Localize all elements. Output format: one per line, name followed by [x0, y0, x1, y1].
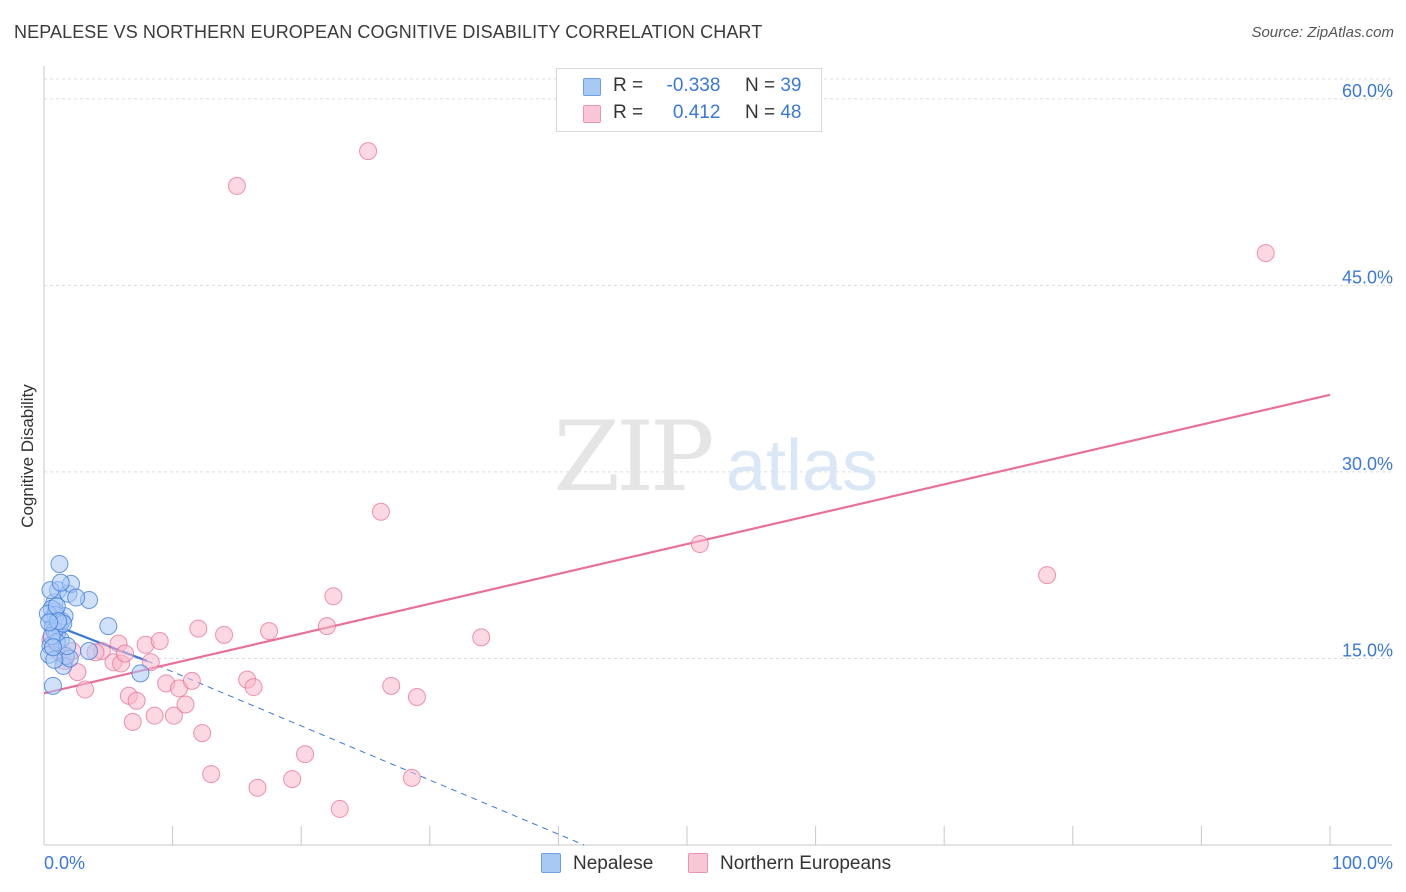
chart-title: NEPALESE VS NORTHERN EUROPEAN COGNITIVE …	[14, 22, 763, 42]
data-point	[150, 632, 169, 651]
data-point	[76, 680, 95, 699]
trend-line-extrapolated	[146, 660, 585, 846]
data-point	[283, 770, 302, 789]
data-point	[227, 176, 246, 195]
data-point	[80, 642, 99, 661]
data-point	[50, 554, 69, 573]
data-point	[260, 622, 279, 641]
data-point	[127, 691, 146, 710]
data-point	[202, 765, 221, 784]
y-tick-label: 15.0%	[1342, 640, 1393, 660]
legend-r-value-nepalese: -0.338	[666, 75, 721, 96]
data-point	[193, 724, 212, 743]
data-point	[215, 625, 234, 644]
data-point	[44, 676, 63, 695]
watermark-atlas: atlas	[726, 426, 878, 506]
data-point	[176, 695, 195, 714]
data-point	[1256, 244, 1275, 263]
legend-n-label: N =	[744, 75, 776, 96]
data-point	[244, 678, 263, 697]
legend-n-label: N =	[744, 102, 776, 123]
data-point	[1038, 566, 1057, 585]
data-point	[131, 664, 150, 683]
legend-swatch-nepalese	[583, 78, 601, 96]
y-tick-label: 30.0%	[1342, 454, 1393, 474]
data-point	[317, 617, 336, 636]
data-point	[407, 688, 426, 707]
data-point	[382, 676, 401, 695]
data-point	[330, 799, 349, 818]
y-tick-labels: 15.0% 30.0% 45.0% 60.0%	[1342, 81, 1393, 661]
correlation-legend: R = -0.338 N = 39 R = 0.412 N = 48	[556, 68, 822, 132]
x-tick-label: 0.0%	[44, 853, 85, 873]
data-point	[402, 768, 421, 787]
legend-r-value-northern-europeans: 0.412	[672, 102, 721, 123]
data-point	[123, 712, 142, 731]
bottom-legend-swatch-nepalese	[541, 853, 561, 873]
data-points	[38, 142, 1275, 818]
data-point	[182, 671, 201, 690]
data-point	[40, 613, 59, 632]
data-point	[99, 617, 118, 636]
data-point	[141, 653, 160, 672]
axes	[43, 66, 1392, 846]
data-point	[296, 745, 315, 764]
data-point	[371, 502, 390, 521]
data-point	[164, 706, 183, 725]
data-point	[472, 628, 491, 647]
gridlines	[44, 78, 1392, 659]
legend-n-value-nepalese: 39	[780, 75, 802, 96]
data-point	[51, 573, 70, 592]
x-tick-label: 100.0%	[1332, 853, 1393, 873]
bottom-legend-label-northern-europeans: Northern Europeans	[720, 853, 892, 874]
watermark: ZIP atlas	[553, 401, 878, 513]
data-point	[359, 142, 378, 161]
x-tick-labels: 0.0% 100.0%	[44, 853, 1393, 873]
bottom-legend-label-nepalese: Nepalese	[573, 853, 654, 874]
watermark-zip: ZIP	[553, 401, 712, 513]
source-label[interactable]: Source: ZipAtlas.com	[1251, 24, 1394, 41]
data-point	[145, 706, 164, 725]
data-point	[189, 619, 208, 638]
data-point	[47, 597, 66, 616]
data-point	[690, 535, 709, 554]
data-point	[324, 587, 343, 606]
legend-r-label: R =	[613, 102, 644, 123]
trend-line	[43, 393, 1331, 695]
data-point	[67, 588, 86, 607]
data-point	[44, 638, 63, 657]
data-point	[248, 778, 267, 797]
legend-n-value-northern-europeans: 48	[780, 102, 802, 123]
bottom-legend-swatch-northern-europeans	[688, 853, 708, 873]
y-tick-label: 60.0%	[1342, 81, 1393, 101]
legend-r-label: R =	[613, 75, 644, 96]
data-point	[116, 644, 135, 663]
y-tick-label: 45.0%	[1342, 267, 1393, 287]
legend-swatch-northern-europeans	[583, 105, 601, 123]
